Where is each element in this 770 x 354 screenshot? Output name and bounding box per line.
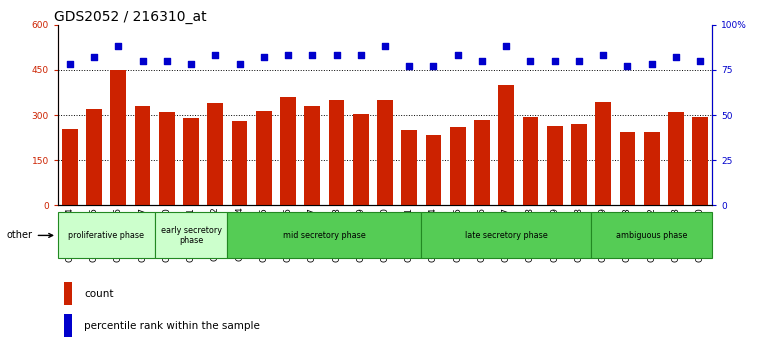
Text: early secretory
phase: early secretory phase [161,226,222,245]
Point [427,63,440,69]
Text: other: other [7,230,52,240]
Bar [110,70,126,205]
Point [282,53,294,58]
Point [670,55,682,60]
Bar [498,85,514,205]
Point [136,58,149,64]
Point [597,53,609,58]
Bar [523,116,538,205]
Point [451,53,464,58]
Bar [58,212,155,258]
Point [548,58,561,64]
Point [379,44,391,49]
Bar [595,102,611,205]
Point [161,58,173,64]
Bar [183,118,199,205]
Bar [547,126,563,205]
Text: percentile rank within the sample: percentile rank within the sample [84,320,259,331]
Bar [401,130,417,205]
Bar [377,100,393,205]
Bar [256,110,272,205]
Text: ambiguous phase: ambiguous phase [616,231,688,240]
Bar [353,114,369,205]
Point [694,58,706,64]
Bar [65,282,72,305]
Bar [692,116,708,205]
Point [306,53,319,58]
Bar [304,106,320,205]
Bar [644,132,660,205]
Bar [591,212,712,258]
Point [621,63,634,69]
Text: mid secretory phase: mid secretory phase [283,231,366,240]
Bar [450,127,466,205]
Bar [232,121,247,205]
Point [209,53,222,58]
Point [185,62,197,67]
Point [112,44,125,49]
Bar [65,314,72,337]
Bar [86,109,102,205]
Bar [227,212,421,258]
Point [500,44,512,49]
Point [330,53,343,58]
Bar [426,135,441,205]
Point [645,62,658,67]
Bar [668,112,684,205]
Bar [135,106,150,205]
Text: proliferative phase: proliferative phase [69,231,144,240]
Point [64,62,76,67]
Text: GDS2052 / 216310_at: GDS2052 / 216310_at [55,10,207,24]
Point [233,62,246,67]
Point [403,63,415,69]
Bar [207,103,223,205]
Point [258,55,270,60]
Point [524,58,537,64]
Point [88,55,100,60]
Point [573,58,585,64]
Point [355,53,367,58]
Text: late secretory phase: late secretory phase [465,231,547,240]
Bar [474,120,490,205]
Bar [155,212,227,258]
Bar [159,112,175,205]
Bar [620,132,635,205]
Point [476,58,488,64]
Text: count: count [84,289,113,299]
Bar [280,97,296,205]
Bar [421,212,591,258]
Bar [62,129,78,205]
Bar [571,124,587,205]
Bar [329,100,344,205]
